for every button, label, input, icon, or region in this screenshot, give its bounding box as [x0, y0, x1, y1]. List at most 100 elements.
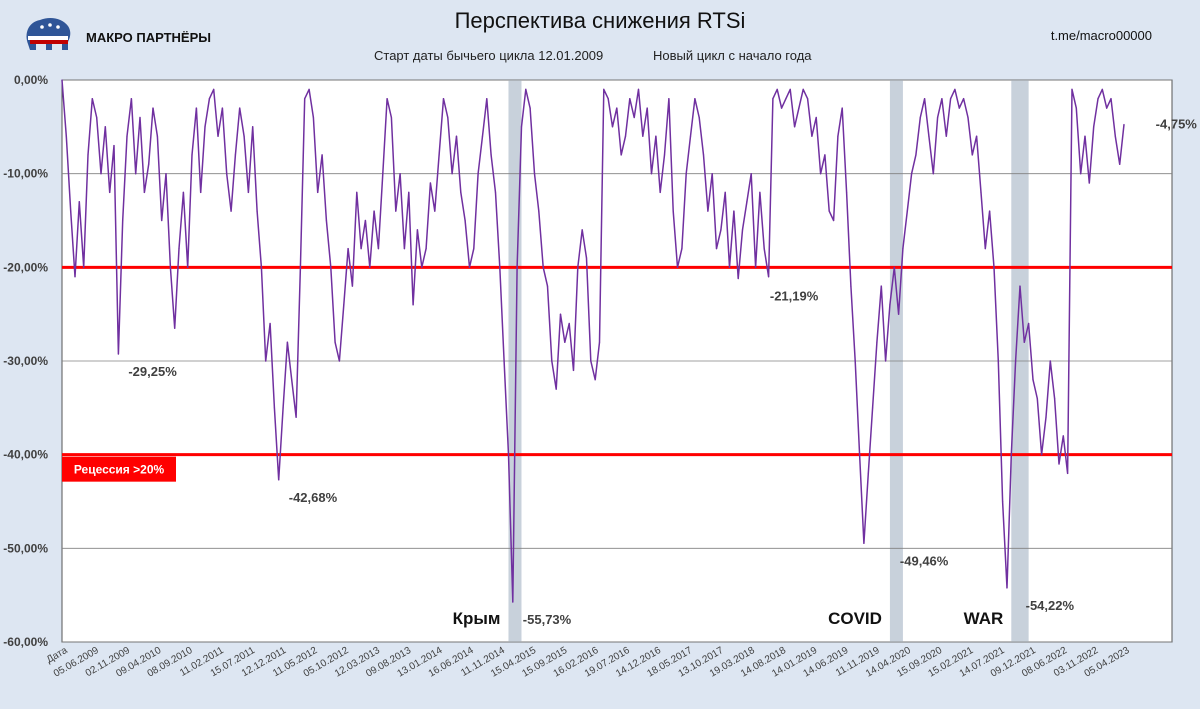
- data-point: [1010, 454, 1012, 456]
- data-point: [243, 135, 245, 137]
- data-point: [239, 107, 241, 109]
- telegram-handle: t.me/macro00000: [1050, 28, 1152, 43]
- data-point: [447, 116, 449, 119]
- data-point: [252, 126, 254, 128]
- data-point: [906, 210, 908, 212]
- data-point: [451, 173, 453, 175]
- data-point: [832, 219, 835, 222]
- data-point: [884, 360, 887, 362]
- data-point: [386, 98, 388, 100]
- data-point: [681, 248, 683, 250]
- data-point: [269, 322, 271, 325]
- data-point: [850, 285, 852, 287]
- data-point: [317, 191, 319, 193]
- data-point: [702, 154, 705, 156]
- data-point: [577, 266, 579, 268]
- data-point: [1058, 463, 1060, 465]
- data-point: [1088, 182, 1090, 184]
- data-point: [663, 154, 666, 156]
- data-point: [291, 379, 293, 381]
- data-point: [976, 135, 978, 137]
- data-point: [980, 191, 982, 193]
- data-point: [811, 135, 813, 137]
- data-point: [1075, 107, 1077, 109]
- data-point: [603, 88, 605, 90]
- data-point: [230, 210, 232, 212]
- data-point: [126, 135, 128, 137]
- data-point: [1049, 360, 1051, 362]
- data-point: [737, 277, 739, 280]
- data-point: [1106, 107, 1108, 109]
- data-point: [516, 266, 518, 268]
- data-point: [824, 154, 826, 156]
- data-point: [304, 98, 306, 100]
- data-point: [1054, 397, 1056, 400]
- data-point: [87, 154, 89, 156]
- data-point: [642, 135, 644, 137]
- data-point: [997, 360, 999, 362]
- chart-title: Перспектива снижения RTSi: [454, 8, 746, 33]
- data-point: [1071, 88, 1073, 90]
- data-point: [954, 88, 956, 90]
- data-point: [1080, 173, 1082, 175]
- data-point: [629, 98, 631, 100]
- data-point: [486, 98, 488, 100]
- y-tick-label: -60,00%: [3, 635, 48, 649]
- data-point: [564, 341, 566, 343]
- data-point: [963, 98, 965, 100]
- data-point: [845, 191, 848, 193]
- data-point: [1002, 500, 1004, 503]
- data-point: [611, 126, 614, 128]
- data-point: [776, 88, 778, 90]
- data-point: [707, 210, 709, 212]
- data-point: [993, 266, 995, 268]
- data-point: [286, 341, 289, 343]
- data-point: [330, 266, 332, 268]
- data-point: [785, 98, 787, 100]
- data-point: [837, 135, 839, 137]
- data-point: [767, 276, 770, 278]
- data-point: [217, 135, 219, 137]
- data-point: [1019, 285, 1021, 287]
- data-point: [338, 360, 341, 362]
- data-point: [412, 304, 414, 306]
- data-point: [156, 135, 158, 137]
- data-point: [182, 191, 184, 193]
- data-point: [148, 163, 150, 165]
- data-point: [282, 407, 284, 409]
- data-point: [932, 173, 934, 175]
- data-point: [113, 144, 115, 147]
- data-point: [416, 229, 419, 231]
- data-point: [70, 210, 72, 212]
- data-point: [698, 116, 700, 119]
- data-point: [308, 88, 310, 90]
- data-point: [278, 479, 280, 481]
- data-point: [806, 98, 809, 100]
- data-point: [490, 154, 492, 156]
- data-point: [967, 116, 969, 119]
- data-point: [863, 542, 865, 544]
- data-point: [169, 266, 171, 268]
- data-point: [1036, 397, 1038, 400]
- data-point: [273, 407, 275, 409]
- data-point: [689, 135, 692, 137]
- data-point: [841, 107, 843, 109]
- data-point: [347, 248, 349, 250]
- data-point: [161, 219, 163, 222]
- data-point: [867, 472, 869, 474]
- data-point: [1119, 163, 1121, 165]
- data-point: [117, 353, 119, 355]
- annotation-label: -29,25%: [128, 364, 177, 379]
- data-point: [321, 154, 323, 156]
- annotation-label: -4,75%: [1156, 116, 1198, 131]
- data-point: [265, 360, 267, 362]
- data-point: [911, 173, 913, 175]
- brand-name: МАКРО ПАРТНЁРЫ: [86, 30, 212, 45]
- data-point: [672, 210, 674, 212]
- data-point: [551, 360, 553, 362]
- data-point: [958, 107, 960, 109]
- data-point: [928, 135, 930, 137]
- data-point: [633, 116, 635, 119]
- data-point: [356, 191, 358, 193]
